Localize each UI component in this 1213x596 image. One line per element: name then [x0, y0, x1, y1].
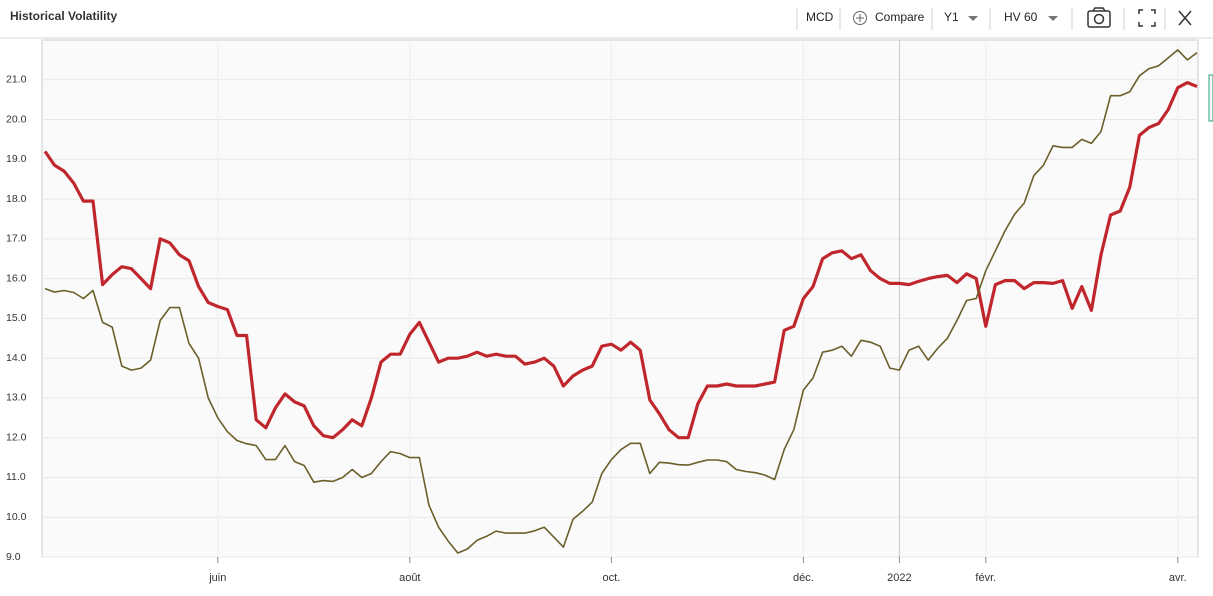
side-marker — [1208, 74, 1213, 122]
y-tick-label: 20.0 — [6, 113, 27, 125]
chart-title: Historical Volatility — [10, 9, 117, 23]
toolbar-dividers — [796, 8, 1166, 30]
symbol-button[interactable]: MCD — [806, 10, 834, 24]
x-tick-label: août — [399, 572, 420, 584]
compare-button[interactable]: Compare — [875, 10, 925, 24]
period-button[interactable]: Y1 — [944, 10, 959, 24]
y-tick-label: 21.0 — [6, 74, 27, 86]
x-tick-label: 2022 — [887, 572, 911, 584]
camera-button[interactable] — [1087, 7, 1111, 28]
fullscreen-button[interactable] — [1138, 9, 1156, 27]
indicator-dropdown[interactable] — [1048, 16, 1058, 21]
plot-area — [41, 39, 1199, 558]
x-tick-label: déc. — [793, 572, 814, 584]
y-tick-label: 14.0 — [6, 352, 27, 364]
y-tick-label: 16.0 — [6, 272, 27, 284]
y-tick-label: 11.0 — [6, 471, 26, 483]
x-tick-label: juin — [208, 572, 226, 584]
y-tick-label: 9.0 — [6, 551, 21, 563]
compare-icon[interactable] — [853, 11, 867, 25]
series-line — [43, 81, 1198, 440]
y-tick-label: 15.0 — [6, 312, 27, 324]
period-dropdown[interactable] — [968, 16, 978, 21]
y-tick-label: 17.0 — [6, 233, 27, 245]
x-tick-label: févr. — [975, 572, 996, 584]
series-line — [44, 49, 1198, 554]
x-tick-label: avr. — [1169, 572, 1187, 584]
y-tick-label: 13.0 — [6, 392, 27, 404]
x-tick-label: oct. — [603, 572, 621, 584]
close-button[interactable] — [1178, 10, 1192, 26]
y-tick-label: 18.0 — [6, 193, 27, 205]
indicator-button[interactable]: HV 60 — [1004, 10, 1038, 24]
y-tick-label: 19.0 — [6, 153, 27, 165]
y-tick-label: 12.0 — [6, 431, 27, 443]
y-tick-label: 10.0 — [6, 511, 27, 523]
